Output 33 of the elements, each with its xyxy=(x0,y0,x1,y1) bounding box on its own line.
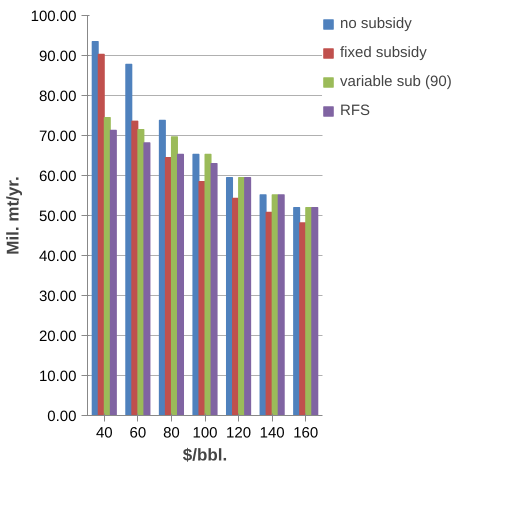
bar xyxy=(305,207,312,416)
x-axis-title: $/bbl. xyxy=(182,446,228,464)
x-tick-label: 100 xyxy=(192,424,218,442)
x-tick-label: 140 xyxy=(260,424,285,442)
y-tick-label: 20.00 xyxy=(38,328,77,345)
legend-label: no subsidy xyxy=(340,15,412,32)
x-tick-label: 60 xyxy=(130,424,146,442)
y-tick-label: 10.00 xyxy=(38,368,77,385)
bar xyxy=(98,54,105,416)
y-tick-label: 100.00 xyxy=(30,8,77,25)
bar xyxy=(110,130,117,416)
legend-label: RFS xyxy=(340,102,370,119)
bar xyxy=(244,177,252,416)
y-axis-title: Mil. mt/yr. xyxy=(4,176,23,255)
legend-label: fixed subsidy xyxy=(340,44,427,61)
x-tick-label: 120 xyxy=(226,424,252,442)
y-tick-label: 40.00 xyxy=(38,248,77,265)
y-tick-label: 70.00 xyxy=(38,128,77,145)
x-tick-label: 40 xyxy=(96,424,113,442)
y-tick-label: 0.00 xyxy=(47,408,77,425)
y-tick-label: 90.00 xyxy=(38,48,77,65)
y-tick-label: 80.00 xyxy=(38,88,77,105)
bar xyxy=(210,163,218,416)
legend-label: variable sub (90) xyxy=(340,73,452,90)
x-tick-label: 160 xyxy=(293,424,318,442)
y-tick-label: 60.00 xyxy=(38,168,77,185)
x-tick-label: 80 xyxy=(163,424,180,442)
bar xyxy=(176,154,184,416)
y-tick-label: 30.00 xyxy=(38,288,77,305)
y-tick-label: 50.00 xyxy=(38,208,77,225)
bar xyxy=(143,142,150,416)
bar xyxy=(278,194,285,416)
bar xyxy=(311,207,318,416)
